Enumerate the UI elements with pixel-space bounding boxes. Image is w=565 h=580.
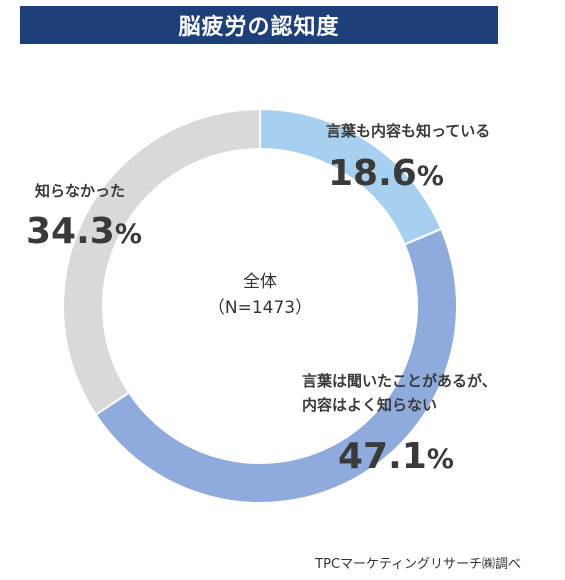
slice-value-did-not-know: 34.3% — [26, 211, 142, 252]
slice-label-did-not-know: 知らなかった — [35, 182, 126, 200]
sample-group-label: 全体 — [243, 272, 277, 292]
slice-label-heard-only-line1: 言葉は聞いたことがあるが、 — [302, 372, 497, 390]
slice-did-not-know — [62, 107, 261, 417]
sample-size-label: （N=1473） — [207, 298, 313, 318]
slice-heard-only — [94, 227, 458, 504]
source-note: TPCマーケティングリサーチ㈱調べ — [315, 557, 521, 572]
slice-label-knows-content: 言葉も内容も知っている — [326, 122, 491, 140]
slice-value-knows-content: 18.6% — [328, 153, 444, 194]
slice-label-heard-only-line2: 内容はよく知らない — [302, 396, 438, 414]
slice-value-heard-only: 47.1% — [338, 436, 454, 477]
chart-title: 脳疲労の認知度 — [20, 6, 498, 44]
